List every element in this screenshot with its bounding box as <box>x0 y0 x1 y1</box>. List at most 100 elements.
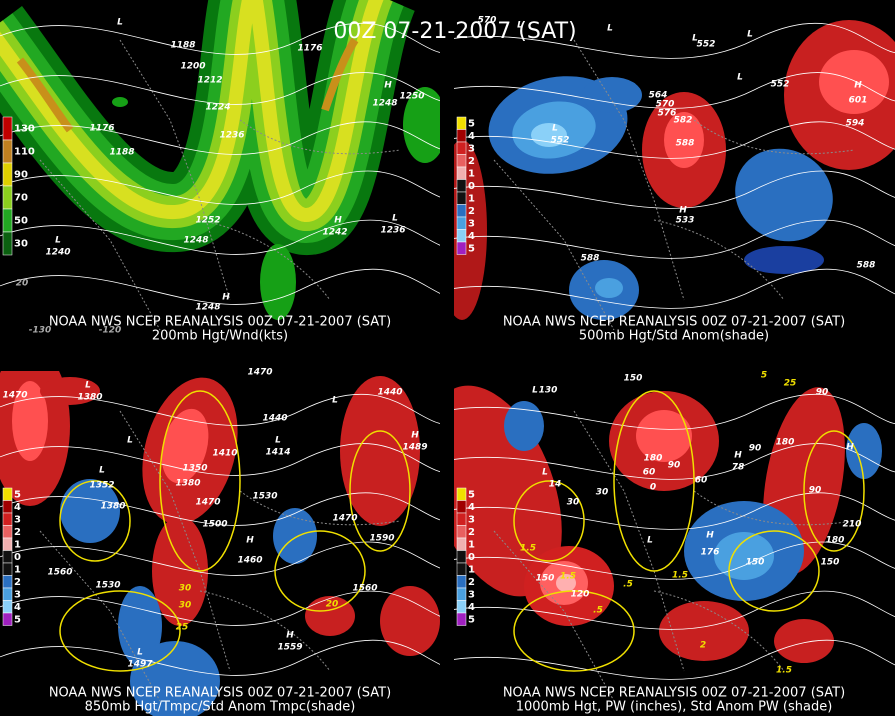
contour-label: 1559 <box>277 643 302 653</box>
legend-swatch <box>456 154 467 168</box>
geography-line <box>239 490 401 526</box>
contour-label: 1470 <box>2 391 27 401</box>
contour-label: 1440 <box>262 414 287 424</box>
legend-swatch <box>456 129 467 143</box>
legend-label: 5 <box>468 118 475 129</box>
contour-label: 564 <box>649 91 668 101</box>
contour-label: 150 <box>536 574 555 584</box>
height-contour <box>454 170 895 209</box>
legend-swatch <box>456 512 467 526</box>
temperature-contour <box>349 430 411 552</box>
contour-label: L <box>275 436 281 446</box>
contour-label: H <box>384 81 392 91</box>
height-contour <box>0 268 440 305</box>
contour-label: 1236 <box>380 226 405 236</box>
contour-label: .5 <box>623 580 633 590</box>
height-contour <box>0 121 440 155</box>
legend-label: 4 <box>468 131 475 142</box>
height-contour <box>454 22 895 59</box>
legend-label: 30 <box>14 239 28 250</box>
contour-label: H <box>246 536 254 546</box>
legend-label: 3 <box>468 589 475 600</box>
shade-area <box>636 410 692 462</box>
contour-label: 150 <box>624 374 643 384</box>
legend-swatch <box>456 229 467 243</box>
legend-swatch <box>456 562 467 576</box>
legend-swatch <box>456 575 467 589</box>
legend-swatch <box>456 116 467 130</box>
legend-swatch <box>456 204 467 218</box>
legend-swatch <box>2 231 13 256</box>
panel-overlay: 570 L LL552LL552564570576582588L552H601594… <box>456 16 875 344</box>
contour-label: L <box>737 73 743 83</box>
legend-label: 2 <box>468 527 475 538</box>
legend-label: 5 <box>14 489 21 500</box>
shade-area <box>595 278 623 298</box>
height-contour <box>454 393 895 430</box>
panel-subtitle: 1000mb Hgt, PW (inches), Std Anom PW (sh… <box>516 700 833 715</box>
geography-line <box>693 490 855 526</box>
shade-area <box>664 112 704 168</box>
height-contour <box>0 541 440 576</box>
legend-swatch <box>2 525 13 539</box>
legend-swatch <box>2 208 13 233</box>
contour-label: -130 <box>29 326 52 336</box>
shade-area <box>846 423 882 479</box>
map-panel <box>0 371 440 716</box>
contour-label: 20 <box>16 279 29 289</box>
contour-label: H <box>679 206 687 216</box>
contour-label: 90 <box>668 461 681 471</box>
temperature-contour <box>513 480 585 562</box>
shade-area <box>556 574 576 592</box>
contour-label: L <box>532 386 538 396</box>
shade-area <box>340 376 420 526</box>
contour-label: 5 <box>761 371 767 381</box>
contour-label: L <box>55 236 61 246</box>
contour-label: 1380 <box>77 393 102 403</box>
contour-label: 60 <box>643 468 656 478</box>
contour-label: L <box>332 396 338 406</box>
shade-area <box>112 97 128 107</box>
shade-area <box>774 619 834 663</box>
contour-label: 30 <box>179 601 192 611</box>
contour-label: 1248 <box>372 99 397 109</box>
height-contour <box>454 492 895 530</box>
contour-label: 176 <box>701 548 720 558</box>
legend-label: 5 <box>14 614 21 625</box>
legend-label: 4 <box>14 602 21 613</box>
height-contour <box>454 72 895 109</box>
contour-label: 0 <box>650 483 656 493</box>
legend-swatch <box>2 575 13 589</box>
legend-label: 2 <box>468 156 475 167</box>
contour-label: 588 <box>581 254 600 264</box>
legend-label: 130 <box>14 124 35 135</box>
legend-swatch <box>2 600 13 614</box>
shade-area <box>582 77 642 113</box>
height-contour <box>0 639 440 676</box>
contour-label: 150 <box>821 558 840 568</box>
legend-swatch <box>456 600 467 614</box>
contour-label: 1380 <box>100 502 125 512</box>
temperature-contour <box>803 430 865 552</box>
geography-line <box>573 410 685 672</box>
contour-label: 2 <box>700 641 706 651</box>
legend-label: 5 <box>468 243 475 254</box>
contour-label: L <box>392 214 398 224</box>
legend-label: 0 <box>14 552 21 563</box>
legend-swatch <box>456 587 467 601</box>
contour-label: 25 <box>784 379 797 389</box>
legend-swatch <box>456 166 467 180</box>
contour-label: 1.5 <box>560 572 576 582</box>
geography-line <box>119 39 231 301</box>
height-contour <box>0 393 440 426</box>
legend-label: 90 <box>14 170 28 181</box>
shade-area <box>380 586 440 656</box>
contour-label: 150 <box>746 558 765 568</box>
legend-swatch <box>2 487 13 501</box>
shade-area <box>152 516 208 626</box>
contour-label: 1352 <box>89 481 114 491</box>
contour-label: L <box>647 536 653 546</box>
height-contour <box>0 492 440 526</box>
contour-label: H <box>334 216 342 226</box>
